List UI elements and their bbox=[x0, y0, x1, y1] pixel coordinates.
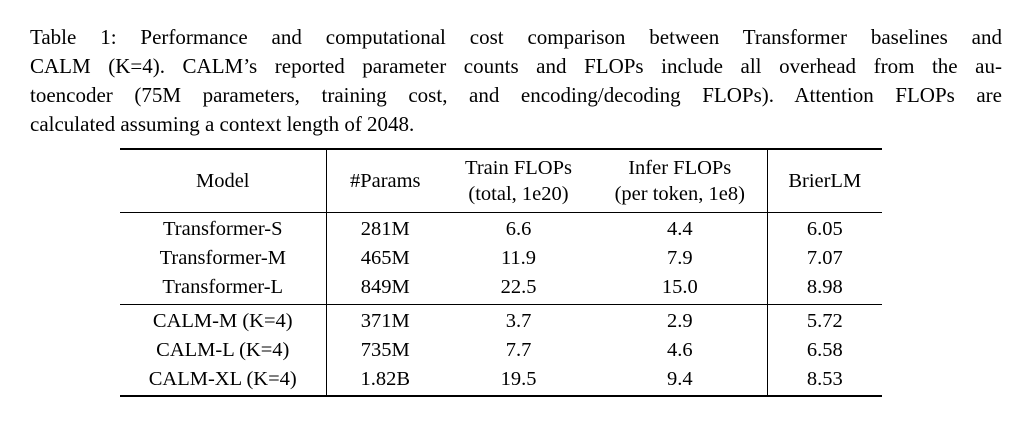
cell-model: Transformer-S bbox=[120, 212, 327, 244]
cell-brierlm: 8.98 bbox=[806, 276, 843, 298]
cell-infer-flops: 4.4 bbox=[593, 212, 768, 244]
cell-params: 849M bbox=[360, 276, 410, 298]
cell-brierlm: 8.53 bbox=[806, 368, 843, 390]
cell-brierlm: 5.72 bbox=[806, 310, 843, 332]
cell-brierlm: 6.05 bbox=[806, 218, 843, 240]
cell-model: CALM-M (K=4) bbox=[120, 304, 327, 336]
table-container: Model #Params Train FLOPs (total, 1e20) … bbox=[120, 148, 882, 397]
table-row-calm-m: CALM-M (K=4) 371M 3.7 2.9 5.72 bbox=[120, 304, 882, 336]
cell-infer-flops: 4.6 bbox=[593, 336, 768, 365]
cell-params: 371M bbox=[360, 310, 410, 332]
cell-brierlm: 7.07 bbox=[806, 247, 843, 269]
caption-line-1: Table 1: Performance and computational c… bbox=[30, 25, 1002, 49]
column-header-params: #Params bbox=[326, 149, 444, 213]
table-row-transformer-s: Transformer-S 281M 6.6 4.4 6.05 bbox=[120, 212, 882, 244]
cell-infer-flops: 2.9 bbox=[593, 304, 768, 336]
column-header-infer-flops: Infer FLOPs (per token, 1e8) bbox=[593, 149, 768, 213]
table-header: Model #Params Train FLOPs (total, 1e20) … bbox=[120, 149, 882, 213]
cell-train-flops: 19.5 bbox=[500, 368, 537, 390]
table-caption: Table 1: Performance and computational c… bbox=[30, 23, 1002, 139]
cell-params: 1.82B bbox=[360, 368, 411, 390]
column-header-train-flops-label: Train FLOPs bbox=[465, 157, 572, 179]
group-transformer-baselines: Transformer-S 281M 6.6 4.4 6.05 Transfor… bbox=[120, 212, 882, 305]
cell-train-flops: 11.9 bbox=[500, 247, 537, 269]
group-calm-models: CALM-M (K=4) 371M 3.7 2.9 5.72 CALM-L (K… bbox=[120, 304, 882, 396]
column-header-train-flops-sublabel: (total, 1e20) bbox=[468, 183, 569, 205]
cell-brierlm: 6.58 bbox=[806, 339, 843, 361]
cell-params: 465M bbox=[360, 247, 410, 269]
header-row: Model #Params Train FLOPs (total, 1e20) … bbox=[120, 149, 882, 213]
cell-model: CALM-XL (K=4) bbox=[120, 365, 327, 396]
table-row-transformer-m: Transformer-M 465M 11.9 7.9 7.07 bbox=[120, 244, 882, 273]
table-row-transformer-l: Transformer-L 849M 22.5 15.0 8.98 bbox=[120, 273, 882, 305]
cell-infer-flops: 15.0 bbox=[593, 273, 768, 305]
cell-train-flops: 3.7 bbox=[505, 310, 532, 332]
cell-train-flops: 7.7 bbox=[505, 339, 532, 361]
results-table: Model #Params Train FLOPs (total, 1e20) … bbox=[120, 148, 882, 397]
table-row-calm-xl: CALM-XL (K=4) 1.82B 19.5 9.4 8.53 bbox=[120, 365, 882, 396]
column-header-infer-flops-label: Infer FLOPs bbox=[628, 157, 732, 179]
column-header-train-flops: Train FLOPs (total, 1e20) bbox=[444, 149, 593, 213]
column-header-infer-flops-sublabel: (per token, 1e8) bbox=[614, 183, 745, 205]
table-row-calm-l: CALM-L (K=4) 735M 7.7 4.6 6.58 bbox=[120, 336, 882, 365]
cell-params: 735M bbox=[360, 339, 410, 361]
cell-params: 281M bbox=[360, 218, 410, 240]
cell-train-flops: 6.6 bbox=[505, 218, 532, 240]
caption-line-3: toencoder (75M parameters, training cost… bbox=[30, 83, 1002, 107]
cell-model: CALM-L (K=4) bbox=[120, 336, 327, 365]
column-header-model: Model bbox=[120, 149, 327, 213]
cell-infer-flops: 9.4 bbox=[593, 365, 768, 396]
cell-model: Transformer-L bbox=[120, 273, 327, 305]
caption-line-2: CALM (K=4). CALM’s reported parameter co… bbox=[30, 54, 1002, 78]
cell-model: Transformer-M bbox=[120, 244, 327, 273]
column-header-brierlm: BrierLM bbox=[767, 149, 882, 213]
cell-train-flops: 22.5 bbox=[500, 276, 537, 298]
cell-infer-flops: 7.9 bbox=[593, 244, 768, 273]
caption-line-4: calculated assuming a context length of … bbox=[30, 112, 415, 136]
